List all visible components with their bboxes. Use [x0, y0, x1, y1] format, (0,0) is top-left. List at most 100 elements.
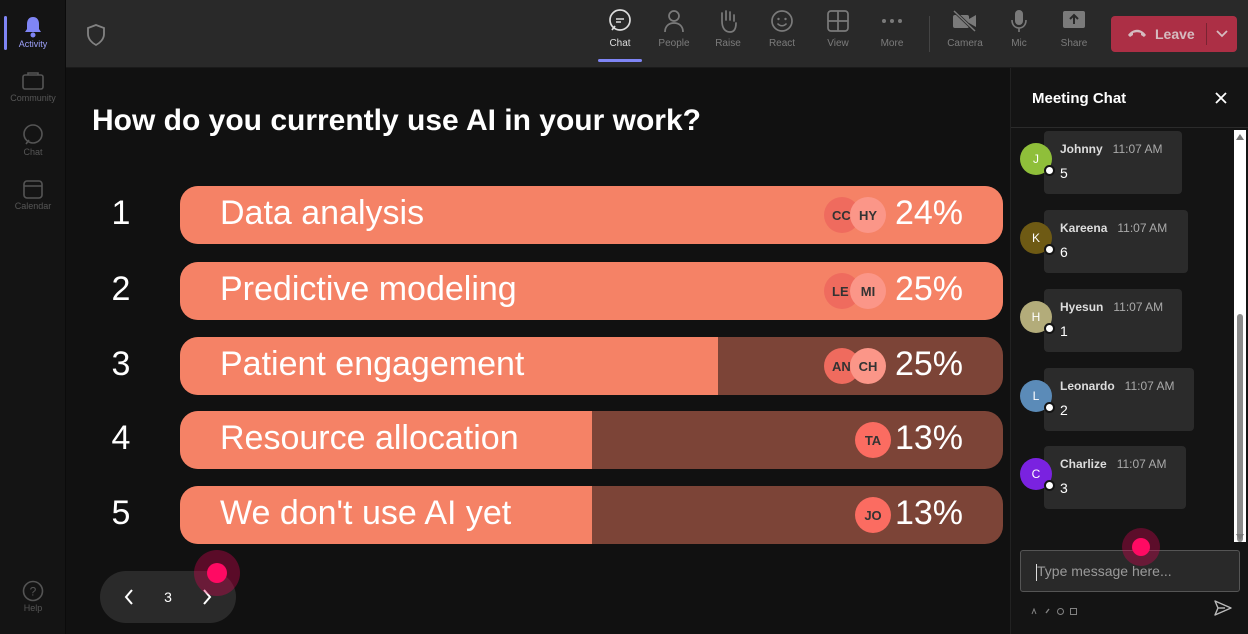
rail-item-activity[interactable]: Activity — [0, 6, 66, 56]
chat-header: Meeting Chat — [1011, 68, 1248, 128]
toolbar-react-button[interactable]: React — [758, 8, 806, 62]
rail-item-calendar[interactable]: Calendar — [0, 168, 66, 218]
toolbar-label: More — [880, 38, 904, 49]
sender-name: Charlize — [1060, 457, 1107, 471]
chat-message[interactable]: Hyesun 11:07 AM 1 H — [1020, 289, 1240, 353]
toolbar-chat-button[interactable]: Chat — [596, 8, 644, 62]
poll-option-row: 3 Patient engagement AN CH 25% — [66, 337, 1010, 395]
poll-option-bar[interactable]: Patient engagement AN CH 25% — [180, 337, 1003, 395]
close-icon[interactable] — [1213, 90, 1229, 106]
option-percentage: 25% — [894, 345, 963, 383]
chat-scroll-thumb[interactable] — [1237, 314, 1243, 542]
presence-status-icon — [1044, 402, 1055, 413]
message-text: 3 — [1060, 480, 1068, 496]
message-text: 2 — [1060, 402, 1068, 418]
message-bubble[interactable]: Hyesun 11:07 AM 1 — [1044, 289, 1182, 352]
toolbar-label: People — [658, 38, 690, 49]
toolbar-view-button[interactable]: View — [814, 8, 862, 62]
message-timestamp: 11:07 AM — [1112, 142, 1163, 156]
toolbar-label: Raise — [715, 38, 741, 49]
people-icon — [661, 8, 687, 34]
poll-option-row: 1 Data analysis CC HY 24% — [66, 186, 1010, 244]
avatar-initial: J — [1033, 152, 1039, 166]
emoji-icon[interactable] — [1057, 602, 1064, 615]
toolbar-more-button[interactable]: More — [868, 8, 916, 62]
chat-message[interactable]: Kareena 11:07 AM 6 K — [1020, 210, 1240, 274]
chevron-down-icon[interactable] — [1207, 30, 1237, 38]
attach-icon[interactable] — [1044, 602, 1051, 614]
sender-name: Leonardo — [1060, 379, 1115, 393]
voter-avatar: HY — [850, 197, 886, 233]
option-number: 4 — [111, 419, 131, 457]
chat-message[interactable]: Charlize 11:07 AM 3 C — [1020, 446, 1240, 510]
option-label: Data analysis — [220, 194, 425, 232]
poll-option-bar[interactable]: We don't use AI yet JO 13% — [180, 486, 1003, 544]
chat-title: Meeting Chat — [1032, 90, 1127, 107]
chat-scrollbar[interactable] — [1234, 130, 1246, 542]
scroll-down-arrow-icon[interactable] — [1236, 533, 1244, 541]
message-bubble[interactable]: Kareena 11:07 AM 6 — [1044, 210, 1188, 273]
message-bubble[interactable]: Johnny 11:07 AM 5 — [1044, 131, 1182, 194]
meeting-chat-panel: Meeting Chat Johnny 11:07 AM 5 J Kareena 11:0… — [1010, 68, 1248, 634]
chat-message[interactable]: Johnny 11:07 AM 5 J — [1020, 131, 1240, 195]
rail-item-community[interactable]: Community — [0, 60, 66, 110]
toolbar-label: View — [827, 38, 849, 49]
chevron-left-icon[interactable] — [118, 586, 140, 608]
option-number: 2 — [111, 270, 131, 308]
poll-option-bar[interactable]: Predictive modeling LE MI 25% — [180, 262, 1003, 320]
presence-status-icon — [1044, 480, 1055, 491]
option-number: 3 — [111, 345, 131, 383]
avatar[interactable]: L — [1020, 380, 1055, 413]
app-rail: Activity Community Chat Calendar ? Help — [0, 0, 66, 634]
message-timestamp: 11:07 AM — [1124, 379, 1175, 393]
message-timestamp: 11:07 AM — [1113, 300, 1164, 314]
chevron-right-icon[interactable] — [196, 586, 218, 608]
avatar[interactable]: J — [1020, 143, 1055, 176]
option-result-fill — [180, 411, 592, 469]
voter-avatar: TA — [855, 422, 891, 458]
share-icon — [1061, 8, 1087, 34]
gif-icon[interactable] — [1070, 602, 1077, 615]
option-result-fill — [180, 337, 719, 395]
toolbar-label: Share — [1060, 38, 1088, 49]
toolbar-share-button[interactable]: Share — [1050, 8, 1098, 62]
message-compose-box[interactable] — [1020, 550, 1240, 592]
toolbar-people-button[interactable]: People — [650, 8, 698, 62]
rail-label: Chat — [23, 147, 43, 157]
message-timestamp: 11:07 AM — [1117, 221, 1168, 235]
chat-icon — [607, 8, 633, 34]
poll-option-bar[interactable]: Resource allocation TA 13% — [180, 411, 1003, 469]
toolbar-divider — [929, 16, 930, 52]
toolbar-label: Chat — [609, 38, 631, 49]
send-icon[interactable] — [1214, 599, 1232, 617]
toolbar-label: Camera — [947, 38, 983, 49]
leave-button[interactable]: Leave — [1111, 16, 1237, 52]
sender-name: Kareena — [1060, 221, 1108, 235]
message-input[interactable] — [1021, 551, 1239, 591]
option-label: Patient engagement — [220, 345, 525, 383]
ellipsis-icon — [879, 8, 905, 34]
hang-up-icon — [1127, 25, 1147, 43]
voter-avatar: MI — [850, 273, 886, 309]
message-timestamp: 11:07 AM — [1116, 457, 1167, 471]
message-bubble[interactable]: Leonardo 11:07 AM 2 — [1044, 368, 1194, 431]
option-label: We don't use AI yet — [220, 494, 512, 532]
rail-item-chat[interactable]: Chat — [0, 114, 66, 164]
rail-item-help[interactable]: ? Help — [0, 570, 66, 620]
poll-option-bar[interactable]: Data analysis CC HY 24% — [180, 186, 1003, 244]
meeting-toolbar: Chat People Raise React View More C — [66, 0, 1248, 68]
chat-message[interactable]: Leonardo 11:07 AM 2 L — [1020, 368, 1240, 432]
toolbar-raise-button[interactable]: Raise — [704, 8, 752, 62]
poll-option-row: 4 Resource allocation TA 13% — [66, 411, 1010, 469]
option-percentage: 13% — [894, 419, 963, 457]
toolbar-camera-button[interactable]: Camera — [941, 8, 989, 62]
shield-icon[interactable] — [86, 24, 106, 51]
scroll-up-arrow-icon[interactable] — [1236, 133, 1244, 141]
toolbar-mic-button[interactable]: Mic — [995, 8, 1043, 62]
format-icon[interactable] — [1031, 602, 1038, 615]
avatar[interactable]: C — [1020, 458, 1055, 491]
message-bubble[interactable]: Charlize 11:07 AM 3 — [1044, 446, 1186, 509]
avatar[interactable]: K — [1020, 222, 1055, 255]
avatar[interactable]: H — [1020, 301, 1055, 334]
leave-main-action[interactable]: Leave — [1111, 16, 1206, 52]
